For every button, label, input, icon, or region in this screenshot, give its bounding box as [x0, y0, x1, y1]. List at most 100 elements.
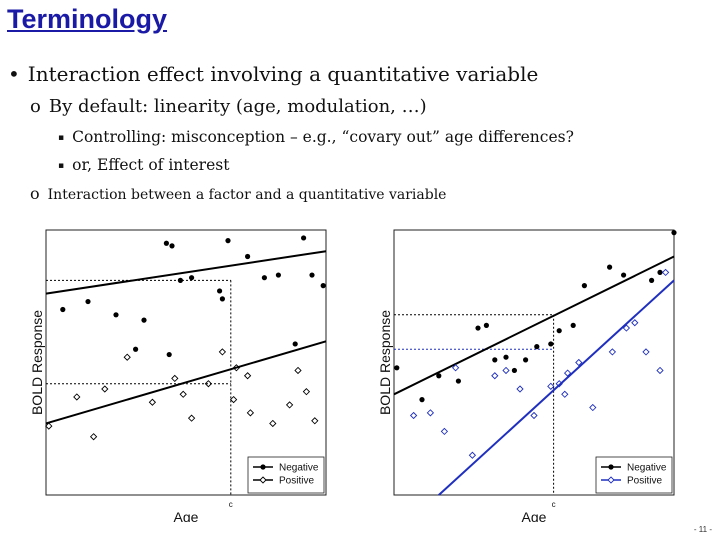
data-point-positive [204, 380, 213, 388]
chart-right: Age BOLD Response c Negative Positive [377, 229, 677, 522]
data-point-negative [85, 298, 91, 305]
page-title: Terminology [7, 4, 168, 34]
data-point-positive [426, 409, 435, 417]
data-point-negative [621, 272, 627, 278]
bullet-level2-default: o By default: linearity (age, modulation,… [30, 96, 427, 117]
data-point-positive [45, 422, 53, 430]
plot-frame [393, 229, 675, 496]
data-point-negative [309, 272, 315, 278]
bullet-text: By default: linearity (age, modulation, … [48, 96, 427, 117]
regression-line-negative [45, 250, 327, 295]
regression-line-negative [393, 255, 675, 396]
data-point-negative [523, 357, 529, 363]
y-axis-label: BOLD Response [377, 310, 393, 415]
data-point-negative [455, 378, 461, 384]
data-point-positive [218, 348, 227, 356]
data-point-positive [294, 366, 302, 375]
data-point-negative [133, 346, 139, 352]
data-point-negative [217, 288, 223, 294]
data-point-negative [141, 317, 147, 323]
data-point-positive [243, 372, 252, 380]
data-point-negative [570, 322, 576, 328]
data-point-positive [285, 401, 294, 409]
data-point-negative [320, 283, 326, 289]
data-point-positive [468, 451, 477, 459]
data-point-negative [607, 264, 613, 270]
data-point-positive [148, 398, 157, 406]
data-point-negative [548, 341, 554, 347]
data-point-negative [394, 365, 400, 371]
bullet-marker: • [8, 62, 20, 86]
legend-marker-negative [260, 464, 266, 470]
data-point-negative [189, 275, 195, 281]
legend-marker-negative [608, 464, 614, 470]
data-point-positive [311, 417, 319, 425]
legend-box [595, 456, 673, 494]
bullet-level2-interaction: o Interaction between a factor and a quan… [30, 184, 446, 203]
x-reference-tick-label: c [552, 500, 556, 509]
bullet-text: Interaction between a factor and a quant… [47, 187, 447, 203]
data-point-positive [89, 433, 98, 441]
data-point-negative [534, 344, 540, 350]
data-point-positive [440, 427, 449, 436]
bullet-marker: o [30, 96, 41, 117]
bullet-text: Interaction effect involving a quantitat… [27, 62, 539, 86]
data-point-positive [302, 388, 311, 396]
data-point-positive [530, 411, 538, 420]
data-point-negative [261, 275, 267, 281]
legend-marker-positive [607, 476, 615, 484]
data-point-negative [113, 312, 119, 318]
data-point-negative [166, 351, 172, 358]
data-point-negative [581, 283, 587, 289]
data-point-positive [171, 374, 179, 383]
data-point-negative [503, 354, 509, 360]
legend-box [247, 456, 325, 494]
data-point-positive [555, 380, 563, 388]
data-point-positive [269, 419, 277, 428]
legend-marker-positive [259, 476, 267, 484]
bullet-marker: ▪ [58, 133, 65, 143]
legend-label-positive: Positive [279, 476, 314, 487]
data-point-positive [575, 358, 583, 367]
data-point-negative [671, 230, 677, 236]
data-point-positive [631, 319, 639, 327]
data-point-negative [556, 328, 562, 334]
data-point-negative [301, 235, 307, 241]
y-axis-label: BOLD Response [29, 310, 45, 415]
data-point-positive [123, 353, 131, 361]
x-axis-label: Age [174, 509, 199, 522]
data-point-negative [163, 240, 169, 246]
legend-label-negative: Negative [627, 463, 667, 474]
legend-label-positive: Positive [627, 476, 662, 487]
data-point-positive [229, 395, 238, 404]
data-point-positive [187, 414, 196, 422]
data-point-positive [502, 366, 510, 375]
data-point-negative [475, 325, 481, 331]
x-reference-tick-label: c [229, 500, 233, 509]
data-point-negative [436, 373, 442, 379]
chart-left: Age BOLD Response c Negative Positive [29, 229, 327, 522]
data-point-negative [275, 272, 281, 278]
data-point-negative [483, 322, 489, 328]
data-point-positive [608, 348, 617, 356]
data-point-negative [177, 277, 183, 283]
data-point-negative [649, 277, 655, 283]
data-point-negative [245, 253, 251, 260]
bullet-level3-controlling: ▪ Controlling: misconception – e.g., “cov… [58, 128, 574, 146]
data-point-negative [292, 341, 298, 347]
data-point-positive [179, 390, 187, 398]
plot-area [393, 229, 677, 496]
data-point-positive [589, 403, 597, 412]
data-point-negative [657, 269, 663, 275]
bullet-marker: o [30, 184, 40, 203]
legend-label-negative: Negative [279, 463, 319, 474]
data-point-negative [492, 357, 498, 363]
data-point-positive [656, 366, 664, 375]
data-point-positive [232, 364, 241, 372]
bullet-level3-effect: ▪ or, Effect of interest [58, 156, 229, 174]
bullet-text: Controlling: misconception – e.g., “cova… [72, 128, 574, 146]
data-point-positive [73, 393, 81, 401]
data-point-positive [561, 390, 569, 398]
legend: Negative Positive [247, 456, 325, 494]
page-number: - 11 - [693, 525, 712, 534]
